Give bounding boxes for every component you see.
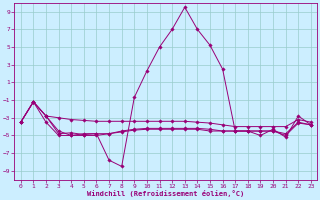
- X-axis label: Windchill (Refroidissement éolien,°C): Windchill (Refroidissement éolien,°C): [87, 190, 244, 197]
